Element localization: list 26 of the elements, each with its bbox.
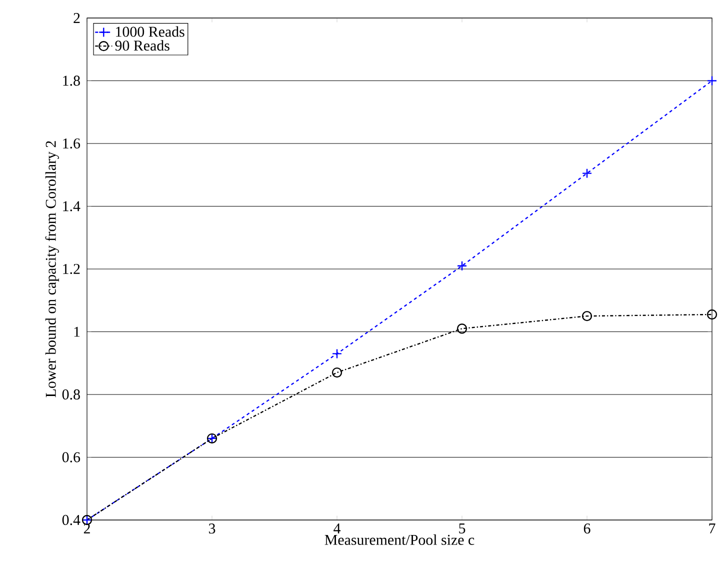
point (332, 367, 342, 378)
point (332, 348, 342, 359)
point (456, 324, 468, 334)
point (706, 76, 718, 86)
y-tick-label: 0.6 (62, 452, 80, 462)
legend-label: 1000 Reads (116, 26, 184, 37)
x-axis-title: Measurement/Pool size c (324, 534, 474, 545)
legend-label: 90 Reads (115, 40, 170, 51)
y-tick-label: 0.4 (62, 514, 80, 526)
point (456, 260, 468, 271)
point (582, 310, 592, 322)
y-tick-label: 1.6 (63, 138, 80, 149)
point (706, 309, 718, 320)
x-tick-label: 5 (459, 524, 466, 534)
x-tick-label: 4 (334, 524, 340, 534)
point (582, 168, 592, 178)
y-tick-label: 1 (74, 326, 80, 337)
x-tick-label: 3 (208, 524, 216, 534)
y-tick-label: 2 (74, 13, 80, 23)
y-tick-label: 1.4 (63, 201, 80, 212)
x-tick-label: 6 (584, 524, 590, 534)
y-axis-title: Lower bound on capacity from Corollary 2 (45, 141, 59, 398)
y-tick-label: 1.8 (63, 76, 80, 86)
y-tick-label: 0.8 (62, 389, 80, 400)
x-tick-label: 7 (709, 524, 716, 534)
y-tick-label: 1.2 (63, 264, 80, 274)
